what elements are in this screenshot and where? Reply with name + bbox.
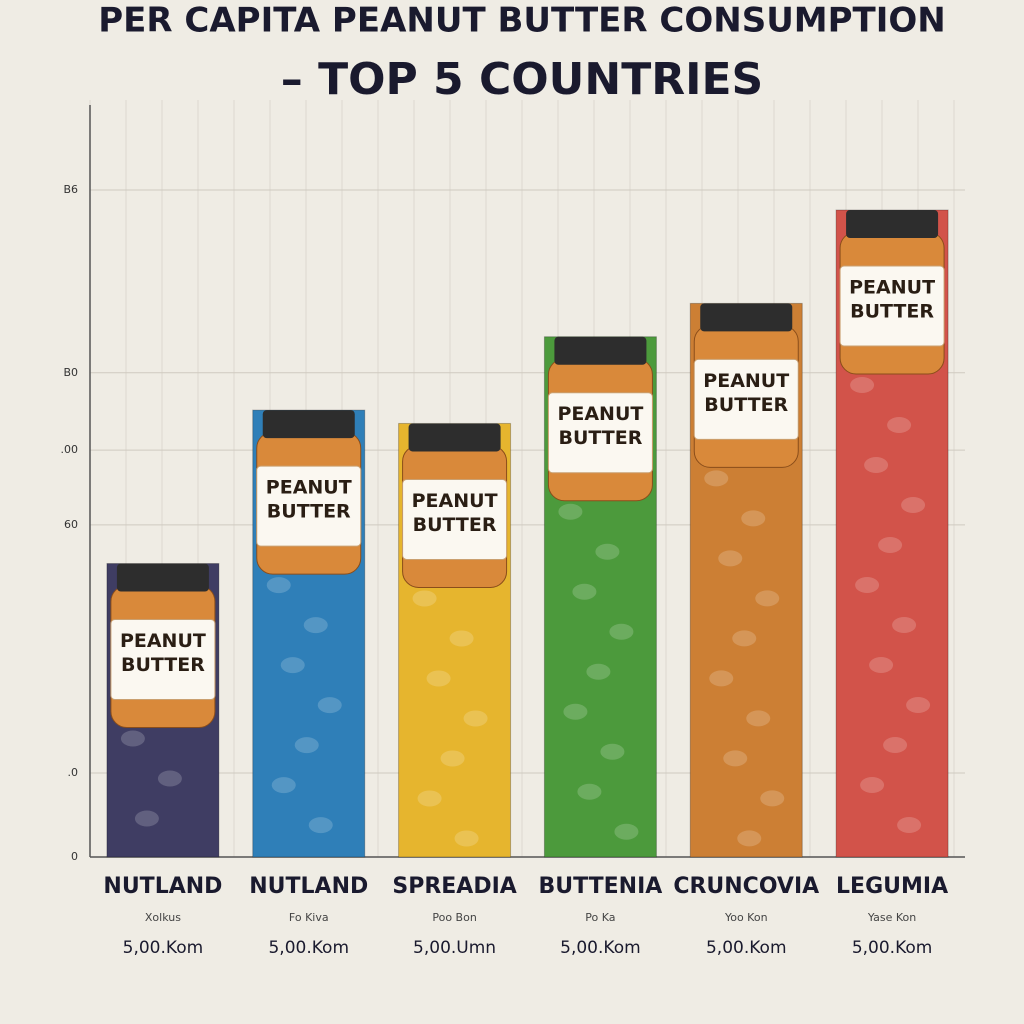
jar-label-text: PEANUT	[703, 370, 789, 392]
y-tick-label: .00	[61, 443, 79, 456]
bar-texture	[120, 730, 145, 747]
category-figure: 5,00.Kom	[560, 938, 641, 958]
category-note: Fo Kiva	[289, 911, 329, 924]
bar-texture	[709, 670, 734, 687]
jar-label	[693, 358, 799, 440]
bar-texture	[317, 697, 342, 714]
jar-lid	[700, 303, 793, 332]
category-figure: 5,00.Kom	[123, 938, 204, 958]
bar-texture	[732, 630, 757, 647]
bar-texture	[417, 790, 442, 807]
bar-texture	[760, 790, 785, 807]
bar-texture	[897, 817, 922, 834]
bar-texture	[860, 777, 885, 794]
bar-texture	[449, 630, 474, 647]
jar-label-text: BUTTER	[413, 514, 497, 536]
y-tick-label: B0	[63, 366, 78, 379]
bar-texture	[864, 457, 889, 474]
bar-texture	[412, 590, 437, 607]
chart-title: PER CAPITA PEANUT BUTTER CONSUMPTION	[98, 1, 946, 41]
x-tick-label: CRUNCOVIA	[673, 874, 819, 899]
jar-label-text: BUTTER	[121, 654, 205, 676]
bar-texture	[746, 710, 771, 727]
x-tick-label: NUTLAND	[103, 874, 222, 899]
bar-texture	[426, 670, 451, 687]
y-tick-label: B6	[63, 183, 78, 196]
category-figure: 5,00.Umn	[413, 938, 496, 958]
bar-texture	[595, 543, 620, 560]
bar-texture	[878, 537, 903, 554]
bar-texture	[887, 417, 912, 434]
bar-texture	[572, 583, 597, 600]
jar-lid	[846, 210, 939, 239]
jar-label-text: PEANUT	[557, 403, 643, 425]
jar-label	[110, 619, 216, 701]
jar-label-text: BUTTER	[558, 427, 642, 449]
category-note: Xolkus	[145, 911, 181, 924]
bar-texture	[892, 617, 917, 634]
category-figure: 5,00.Kom	[852, 938, 933, 958]
bar-texture	[303, 617, 328, 634]
jar-lid	[116, 563, 209, 592]
bar-texture	[271, 777, 296, 794]
bar-texture	[869, 657, 894, 674]
jar-label	[256, 465, 362, 547]
bar-texture	[718, 550, 743, 567]
bar-texture	[855, 577, 880, 594]
jar-label-text: PEANUT	[849, 277, 935, 299]
bar-texture	[308, 817, 333, 834]
bar-texture	[883, 737, 908, 754]
bar-texture	[755, 590, 780, 607]
y-tick-label: 60	[64, 518, 78, 531]
bar-texture	[440, 750, 465, 767]
bar-texture	[704, 470, 729, 487]
jar-label	[839, 265, 945, 347]
category-figure: 5,00.Kom	[268, 938, 349, 958]
category-note: Yase Kon	[867, 911, 916, 924]
jar-label-text: BUTTER	[704, 394, 788, 416]
x-tick-label: NUTLAND	[249, 874, 368, 899]
bar-texture	[850, 377, 875, 394]
jar-lid	[262, 410, 355, 439]
jar-label-text: PEANUT	[120, 630, 206, 652]
bar-texture	[723, 750, 748, 767]
y-tick-label: 0	[71, 850, 78, 863]
jar-label-text: BUTTER	[267, 501, 351, 523]
jar-label	[402, 478, 508, 560]
jar-label-text: PEANUT	[412, 490, 498, 512]
category-figure: 5,00.Kom	[706, 938, 787, 958]
bar-texture	[906, 697, 931, 714]
bar-texture	[463, 710, 488, 727]
bar-texture	[737, 830, 762, 847]
bar-texture	[901, 497, 926, 514]
bar-texture	[266, 577, 291, 594]
bar-texture	[741, 510, 766, 527]
category-note: Po Ka	[585, 911, 615, 924]
jar-label-text: BUTTER	[850, 301, 934, 323]
bar-texture	[558, 503, 583, 520]
jar-lid	[408, 423, 501, 452]
y-tick-label: .0	[68, 766, 79, 779]
x-tick-label: SPREADIA	[392, 874, 516, 899]
jar-label	[547, 392, 653, 474]
bar-texture	[134, 810, 159, 827]
bar-texture	[609, 623, 634, 640]
bar-texture	[294, 737, 319, 754]
category-note: Poo Bon	[432, 911, 476, 924]
x-tick-label: LEGUMIA	[836, 874, 948, 899]
jar-lid	[554, 336, 647, 365]
bar-texture	[563, 703, 588, 720]
x-tick-label: BUTTENIA	[539, 874, 663, 899]
bar-texture	[577, 783, 602, 800]
bar-texture	[454, 830, 479, 847]
bar-texture	[614, 823, 639, 840]
category-note: Yoo Kon	[724, 911, 768, 924]
bar-texture	[586, 663, 611, 680]
chart-title: – TOP 5 COUNTRIES	[281, 54, 764, 105]
bar-texture	[157, 770, 182, 787]
bar-texture	[280, 657, 305, 674]
bar-texture	[600, 743, 625, 760]
jar-label-text: PEANUT	[266, 477, 352, 499]
